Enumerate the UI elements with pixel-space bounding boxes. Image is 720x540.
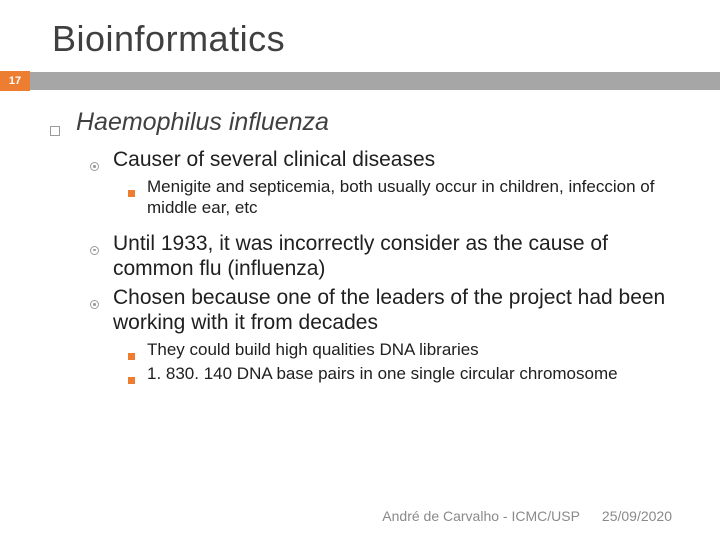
target-circle-icon <box>90 246 99 255</box>
bullet-level2-text: Chosen because one of the leaders of the… <box>113 285 680 335</box>
target-circle-icon <box>90 300 99 309</box>
square-outline-icon <box>50 126 60 136</box>
bullet-level1-text: Haemophilus influenza <box>76 108 329 137</box>
square-filled-icon <box>128 190 135 197</box>
bullet-level3: Menigite and septicemia, both usually oc… <box>128 176 680 219</box>
bullet-level2: Chosen because one of the leaders of the… <box>90 285 680 335</box>
target-circle-icon <box>90 162 99 171</box>
bullet-level3: They could build high qualities DNA libr… <box>128 339 680 360</box>
bullet-level3-group: They could build high qualities DNA libr… <box>90 339 680 384</box>
square-filled-icon <box>128 353 135 360</box>
slide-footer: André de Carvalho - ICMC/USP 25/09/2020 <box>382 508 672 524</box>
bullet-level3-group: Menigite and septicemia, both usually oc… <box>90 176 680 219</box>
bullet-level3-text: 1. 830. 140 DNA base pairs in one single… <box>147 363 618 384</box>
slide-content: Haemophilus influenza Causer of several … <box>0 90 720 384</box>
bullet-level2-text: Until 1933, it was incorrectly consider … <box>113 231 680 281</box>
bullet-level2-text: Causer of several clinical diseases <box>113 147 435 172</box>
bullet-level2-group: Causer of several clinical diseases Meni… <box>50 147 680 384</box>
bullet-level1: Haemophilus influenza <box>50 108 680 137</box>
square-filled-icon <box>128 377 135 384</box>
bullet-level3-text: Menigite and septicemia, both usually oc… <box>147 176 680 219</box>
divider-band: 17 <box>0 72 720 90</box>
page-number-badge: 17 <box>0 71 30 91</box>
bullet-level2: Causer of several clinical diseases <box>90 147 680 172</box>
bullet-level2: Until 1933, it was incorrectly consider … <box>90 231 680 281</box>
footer-date: 25/09/2020 <box>602 508 672 524</box>
bullet-level3-text: They could build high qualities DNA libr… <box>147 339 479 360</box>
slide-title: Bioinformatics <box>0 0 720 72</box>
bullet-level3: 1. 830. 140 DNA base pairs in one single… <box>128 363 680 384</box>
footer-author: André de Carvalho - ICMC/USP <box>382 508 580 524</box>
